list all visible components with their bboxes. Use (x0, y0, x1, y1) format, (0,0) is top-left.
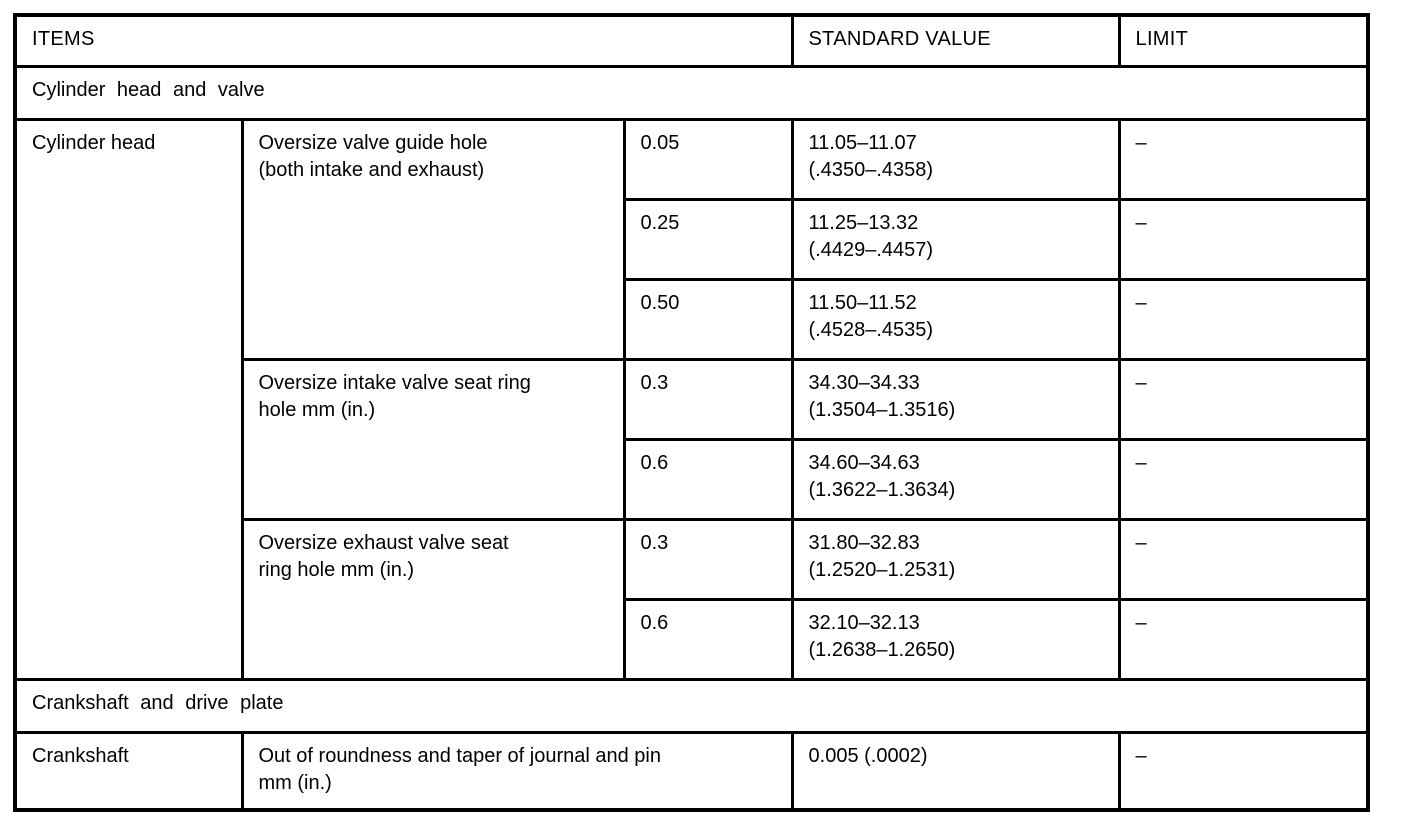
limit-cell: – (1117, 437, 1370, 521)
size-cell: 0.6 (622, 437, 794, 521)
description-cell-valve-guide-hole: Oversize valve guide hole (both intake a… (240, 117, 626, 361)
item-cell-crankshaft: Crankshaft (13, 730, 244, 812)
header-standard-value: STANDARD VALUE (790, 13, 1121, 68)
description-cell-intake-valve-seat-ring: Oversize intake valve seat ring hole mm … (240, 357, 626, 521)
standard-value-cell: 34.30–34.33 (1.3504–1.3516) (790, 357, 1121, 441)
standard-value-cell: 32.10–32.13 (1.2638–1.2650) (790, 597, 1121, 681)
standard-value-cell: 0.005 (.0002) (790, 730, 1121, 812)
size-cell: 0.50 (622, 277, 794, 361)
description-cell-exhaust-valve-seat-ring: Oversize exhaust valve seat ring hole mm… (240, 517, 626, 681)
size-cell: 0.05 (622, 117, 794, 201)
specification-table: ITEMS STANDARD VALUE LIMIT Cylinder head… (13, 13, 1371, 812)
section-title-cylinder-head-and-valve: Cylinder head and valve (13, 64, 1370, 121)
limit-cell: – (1117, 277, 1370, 361)
size-cell: 0.6 (622, 597, 794, 681)
limit-cell: – (1117, 357, 1370, 441)
standard-value-cell: 31.80–32.83 (1.2520–1.2531) (790, 517, 1121, 601)
table-row: Cylinder head Oversize valve guide hole … (13, 117, 1370, 681)
standard-value-cell: 11.25–13.32 (.4429–.4457) (790, 197, 1121, 281)
section-row: Cylinder head and valve (13, 64, 1370, 121)
size-cell: 0.3 (622, 517, 794, 601)
size-cell: 0.25 (622, 197, 794, 281)
limit-cell: – (1117, 117, 1370, 201)
limit-cell: – (1117, 197, 1370, 281)
header-limit: LIMIT (1117, 13, 1370, 68)
limit-cell: – (1117, 730, 1370, 812)
standard-value-cell: 11.05–11.07 (.4350–.4358) (790, 117, 1121, 201)
description-cell-out-of-roundness: Out of roundness and taper of journal an… (240, 730, 794, 812)
table-row: Crankshaft Out of roundness and taper of… (13, 730, 1370, 812)
section-title-crankshaft-and-drive-plate: Crankshaft and drive plate (13, 677, 1370, 734)
table-row: 0.50 11.50–11.52 (.4528–.4535) – (15, 277, 1370, 361)
table-row: Oversize exhaust valve seat ring hole mm… (15, 517, 1370, 681)
table-row: 0.25 11.25–13.32 (.4429–.4457) – (15, 197, 1370, 281)
item-cell-cylinder-head: Cylinder head (13, 117, 244, 681)
limit-cell: – (1117, 597, 1370, 681)
standard-value-cell: 34.60–34.63 (1.3622–1.3634) (790, 437, 1121, 521)
header-items: ITEMS (13, 13, 794, 68)
size-cell: 0.3 (622, 357, 794, 441)
section-row: Crankshaft and drive plate (13, 677, 1370, 734)
standard-value-cell: 11.50–11.52 (.4528–.4535) (790, 277, 1121, 361)
table-row: Oversize intake valve seat ring hole mm … (15, 357, 1370, 521)
table-row: 0.6 32.10–32.13 (1.2638–1.2650) – (15, 597, 1370, 681)
table-row: 0.6 34.60–34.63 (1.3622–1.3634) – (15, 437, 1370, 521)
limit-cell: – (1117, 517, 1370, 601)
table-header-row: ITEMS STANDARD VALUE LIMIT (13, 13, 1370, 68)
